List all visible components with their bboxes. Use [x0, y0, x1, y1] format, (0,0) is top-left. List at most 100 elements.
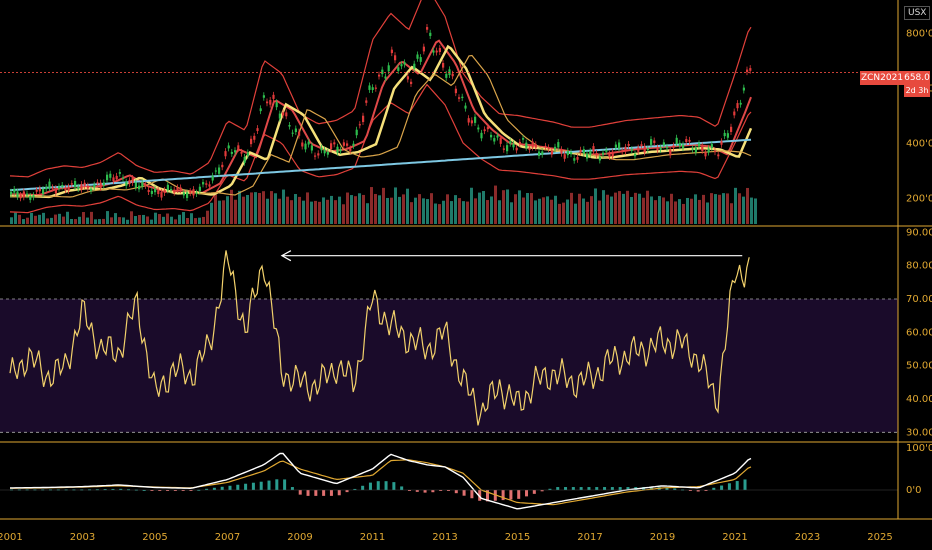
volume-bar: [406, 188, 409, 224]
volume-bar: [610, 196, 613, 224]
volume-bar: [398, 196, 401, 224]
candle: [490, 134, 493, 138]
volume-bar: [306, 192, 309, 224]
volume-bar: [474, 198, 477, 224]
volume-bar: [70, 218, 73, 224]
candle: [358, 124, 361, 126]
currency-badge[interactable]: USX: [904, 6, 931, 20]
volume-bar: [738, 193, 741, 224]
volume-bar: [486, 200, 489, 224]
macd-tick-label: 0'0: [906, 485, 921, 496]
candle: [259, 108, 262, 112]
candle: [592, 146, 595, 152]
volume-bar: [458, 198, 461, 224]
candle: [224, 151, 227, 157]
volume-bar: [410, 202, 413, 224]
volume-bar: [530, 193, 533, 224]
volume-bar: [462, 201, 465, 224]
candle: [160, 191, 163, 198]
candle: [272, 94, 275, 99]
volume-bar: [134, 216, 137, 224]
candle: [189, 191, 192, 194]
volume-bar: [518, 190, 521, 224]
candle: [499, 137, 502, 144]
macd-histogram-bar: [376, 481, 380, 490]
volume-bar: [74, 219, 77, 224]
volume-bar: [34, 215, 37, 224]
volume-bar: [718, 194, 721, 224]
macd-histogram-bar: [205, 488, 209, 490]
volume-bar: [542, 197, 545, 224]
candle: [496, 135, 499, 138]
candle: [45, 187, 48, 190]
candle: [67, 186, 70, 191]
candle: [586, 153, 589, 159]
volume-bar: [274, 193, 277, 224]
x-tick-label: 2017: [577, 532, 602, 543]
candle: [198, 186, 201, 192]
candle: [470, 120, 473, 124]
volume-bar: [598, 200, 601, 224]
candle: [458, 97, 461, 99]
candle: [598, 156, 601, 161]
volume-bar: [254, 192, 257, 224]
volume-bar: [726, 193, 729, 224]
candle: [237, 145, 240, 150]
candle: [512, 143, 515, 148]
volume-bar: [330, 195, 333, 224]
candle: [419, 57, 422, 62]
candle: [416, 54, 419, 59]
candle: [83, 182, 86, 186]
volume-bar: [258, 192, 261, 224]
candle: [675, 137, 678, 144]
macd-histogram-bar: [212, 487, 216, 490]
price-tick-label: 200'0: [906, 194, 932, 205]
ma-red: [10, 39, 752, 197]
candle: [534, 144, 537, 148]
rsi-tick-label: 50.00: [906, 361, 932, 372]
candle: [733, 111, 736, 116]
rsi-tick-label: 90.00: [906, 227, 932, 238]
candle: [211, 175, 214, 181]
volume-bar: [138, 214, 141, 224]
candle: [662, 142, 665, 146]
volume-bar: [394, 187, 397, 224]
candle: [154, 188, 157, 193]
x-tick-label: 2011: [360, 532, 385, 543]
volume-bar: [110, 217, 113, 224]
volume-bar: [510, 202, 513, 224]
macd-tick-label: 100'0: [906, 443, 932, 454]
volume-bar: [206, 210, 209, 224]
macd-histogram-bar: [329, 490, 333, 496]
rsi-panel: [0, 250, 898, 433]
volume-bar: [526, 192, 529, 224]
candle: [544, 145, 547, 148]
volume-bar: [142, 214, 145, 224]
candle: [694, 147, 697, 153]
candle: [659, 147, 662, 150]
volume-bar: [442, 200, 445, 224]
candle: [61, 184, 64, 187]
macd-histogram-bar: [407, 490, 411, 491]
macd-histogram-bar: [314, 490, 318, 496]
candle: [541, 151, 544, 155]
volume-bar: [10, 217, 13, 224]
candle: [576, 156, 579, 160]
volume-bar: [106, 211, 109, 224]
volume-bar: [426, 199, 429, 224]
volume-bar: [190, 213, 193, 224]
candle: [618, 142, 621, 149]
volume-bar: [358, 193, 361, 224]
volume-bar: [42, 212, 45, 224]
candle: [509, 141, 512, 144]
candle: [570, 152, 573, 155]
macd-histogram-bar: [743, 479, 747, 490]
rsi-tick-label: 60.00: [906, 327, 932, 338]
volume-bar: [642, 197, 645, 224]
candle: [339, 149, 342, 152]
volume-bar: [702, 194, 705, 224]
candle: [538, 151, 541, 156]
macd-histogram-bar: [259, 481, 263, 490]
macd-histogram-bar: [173, 490, 177, 491]
volume-bar: [370, 187, 373, 224]
